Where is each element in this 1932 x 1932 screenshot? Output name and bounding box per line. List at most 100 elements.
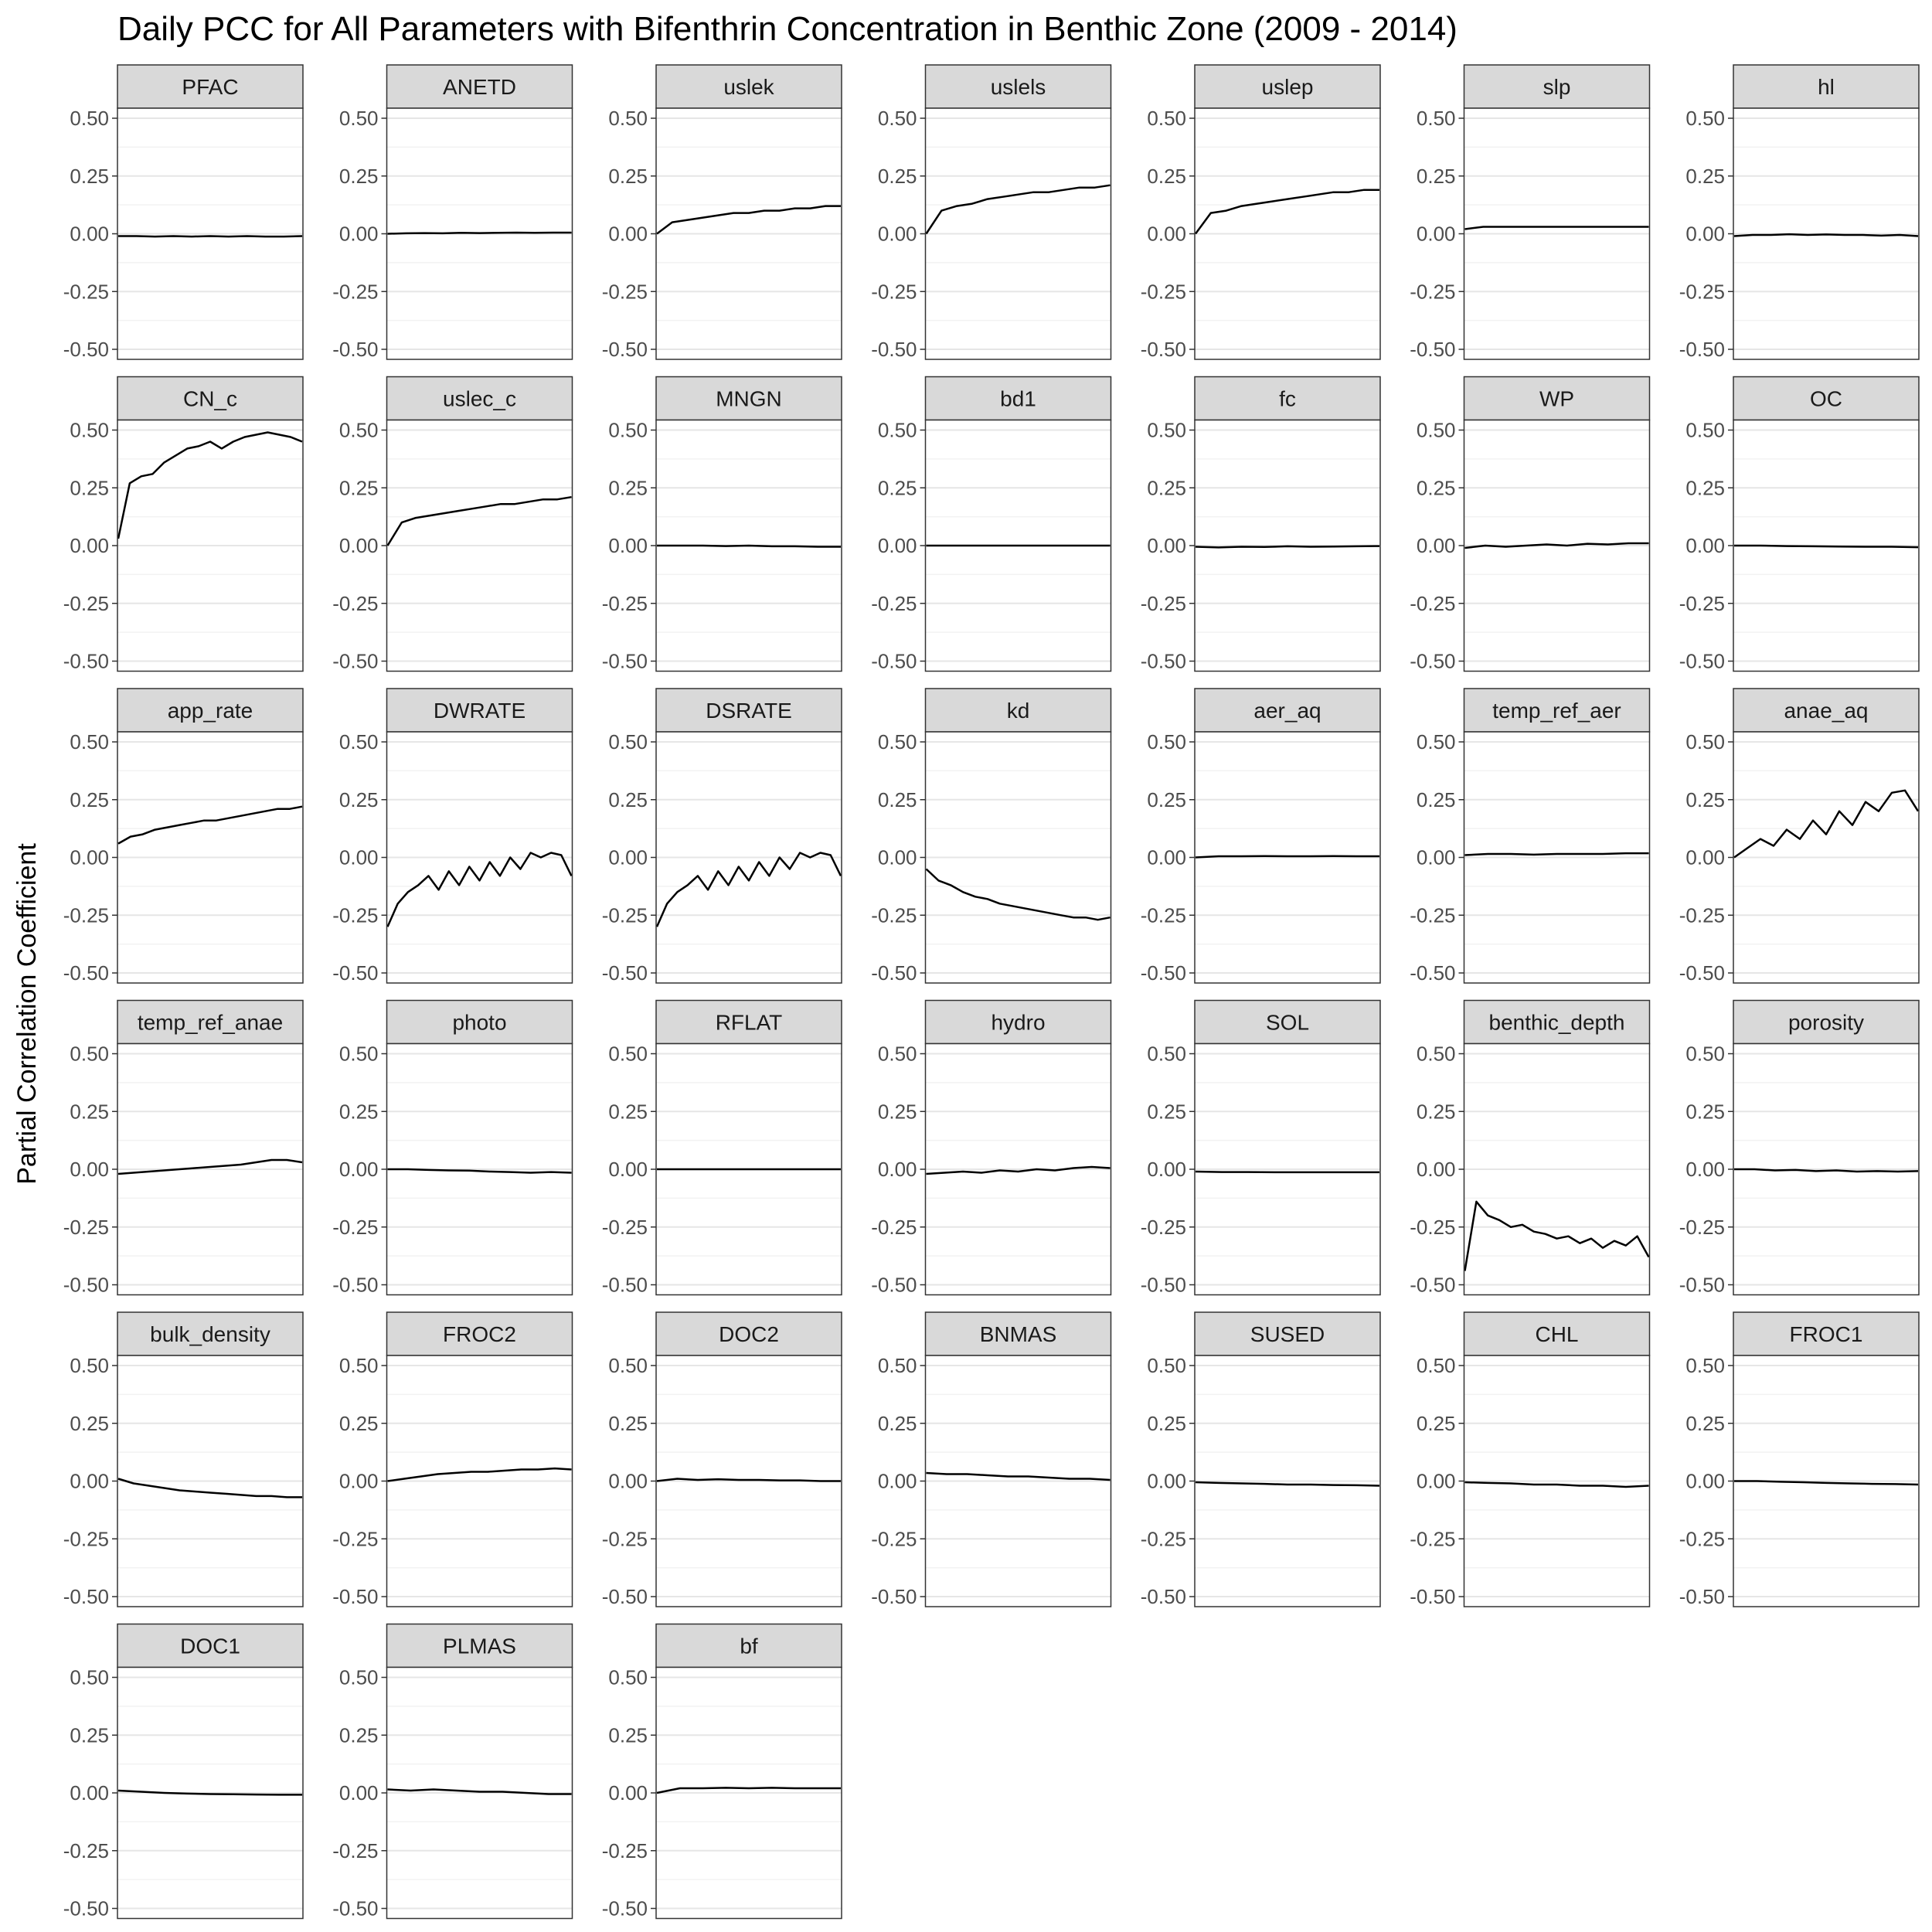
y-tick-label: 0.50: [70, 1354, 109, 1377]
y-tick-label: -0.25: [871, 592, 917, 615]
y-tick-label: 0.50: [1685, 730, 1725, 753]
y-tick-label: 0.50: [1685, 107, 1725, 130]
facet-panel: temp_ref_aer 0.50 0.25 0.00 -0.25 -0.50: [1410, 688, 1651, 985]
y-tick-label: -0.25: [1410, 903, 1455, 927]
facet-strip-label: CN_c: [183, 387, 237, 411]
y-tick-label: 0.00: [1685, 223, 1725, 246]
y-tick-label: -0.50: [1410, 338, 1455, 361]
panel-border: [1733, 1043, 1920, 1296]
panel-border: [1194, 1043, 1381, 1296]
facet-strip: [1733, 376, 1920, 421]
panel-border: [386, 1043, 573, 1296]
y-tick-label: -0.25: [63, 903, 109, 927]
series-line: [1464, 542, 1649, 549]
facet-panel: uslec_c 0.50 0.25 0.00 -0.25 -0.50: [332, 376, 573, 673]
y-tick-label: 0.00: [1417, 223, 1456, 246]
facet-strip-label: DOC1: [180, 1634, 240, 1658]
y-tick-label: 0.50: [608, 730, 648, 753]
y-tick-label: -0.25: [1410, 592, 1455, 615]
series-line: [387, 1168, 572, 1174]
facet-strip-label: DWRATE: [434, 699, 526, 723]
facet-strip: [386, 376, 573, 421]
facet-panel: temp_ref_anae 0.50 0.25 0.00 -0.25 -0.50: [63, 999, 304, 1297]
y-tick-label: 0.50: [70, 730, 109, 753]
facet-strip: [117, 1311, 304, 1356]
panel-border: [924, 419, 1112, 672]
panel-border: [655, 1666, 842, 1920]
y-tick-label: 0.25: [70, 476, 109, 499]
facet-strip: [655, 999, 842, 1045]
facet-strip-label: bd1: [1000, 387, 1036, 411]
facet-strip-label: FROC2: [443, 1322, 516, 1346]
y-tick-label: -0.25: [63, 1216, 109, 1239]
y-tick-label: 0.00: [1417, 1470, 1456, 1493]
facet-panel: DWRATE 0.50 0.25 0.00 -0.25 -0.50: [332, 688, 573, 985]
facet-strip: [1194, 376, 1381, 421]
facet-strip: [924, 376, 1112, 421]
series-line: [657, 544, 841, 548]
y-tick-label: -0.25: [332, 280, 378, 303]
facet-strip-label: porosity: [1788, 1011, 1864, 1035]
y-tick-label: -0.50: [332, 1274, 378, 1297]
y-tick-label: 0.50: [70, 1666, 109, 1689]
y-tick-label: -0.25: [332, 1527, 378, 1550]
facet-strip-label: PFAC: [182, 75, 238, 99]
y-tick-label: -0.50: [1141, 650, 1186, 673]
facet-strip-label: bf: [740, 1634, 758, 1658]
series-line: [1734, 544, 1919, 549]
y-tick-label: 0.50: [608, 1354, 648, 1377]
y-tick-label: 0.25: [878, 1100, 917, 1123]
y-tick-label: 0.00: [339, 1158, 379, 1181]
y-tick-label: -0.25: [1679, 1527, 1725, 1550]
facet-panel: MNGN 0.50 0.25 0.00 -0.25 -0.50: [602, 376, 842, 673]
panel-border: [386, 107, 573, 360]
y-tick-label: 0.00: [1147, 1158, 1186, 1181]
y-tick-label: 0.50: [70, 419, 109, 442]
facet-strip-label: benthic_depth: [1489, 1011, 1625, 1035]
facet-strip-label: SOL: [1266, 1011, 1309, 1035]
y-tick-label: -0.50: [63, 1585, 109, 1608]
y-tick-label: 0.50: [608, 419, 648, 442]
facet-panel: porosity 0.50 0.25 0.00 -0.25 -0.50: [1679, 999, 1920, 1297]
y-tick-label: -0.50: [602, 650, 648, 673]
facet-strip: [117, 688, 304, 733]
y-tick-label: -0.50: [1679, 1274, 1725, 1297]
y-tick-label: 0.00: [1147, 846, 1186, 869]
y-tick-label: 0.50: [878, 107, 917, 130]
facet-strip-label: uslels: [991, 75, 1046, 99]
y-tick-label: 0.00: [608, 1470, 648, 1493]
y-tick-label: 0.00: [608, 846, 648, 869]
series-line: [117, 1478, 302, 1498]
facet-panel: slp 0.50 0.25 0.00 -0.25 -0.50: [1410, 64, 1651, 361]
y-tick-label: -0.50: [1679, 1585, 1725, 1608]
series-line: [387, 1467, 572, 1482]
y-tick-label: 0.50: [1417, 1043, 1456, 1066]
facet-strip-label: photo: [452, 1011, 506, 1035]
y-tick-label: 0.25: [608, 788, 648, 811]
facet-strip: [1194, 64, 1381, 109]
y-tick-label: -0.25: [1679, 592, 1725, 615]
y-tick-label: 0.50: [878, 1354, 917, 1377]
y-tick-label: -0.25: [1679, 903, 1725, 927]
panel-border: [386, 419, 573, 672]
y-tick-label: 0.50: [339, 419, 379, 442]
panel-border: [1194, 419, 1381, 672]
facet-strip-label: DOC2: [719, 1322, 779, 1346]
y-tick-label: 0.25: [1147, 1100, 1186, 1123]
series-line: [926, 1165, 1111, 1175]
facet-strip: [655, 1311, 842, 1356]
facet-strip: [655, 1623, 842, 1668]
y-tick-label: 0.50: [878, 1043, 917, 1066]
y-tick-label: 0.25: [70, 1100, 109, 1123]
facet-strip: [1463, 376, 1651, 421]
facet-strip: [1194, 999, 1381, 1045]
facet-panel: uslek 0.50 0.25 0.00 -0.25 -0.50: [602, 64, 842, 361]
panel-border: [1194, 1355, 1381, 1607]
facet-panel: bd1 0.50 0.25 0.00 -0.25 -0.50: [871, 376, 1112, 673]
panel-border: [924, 107, 1112, 360]
facet-panel: DOC2 0.50 0.25 0.00 -0.25 -0.50: [602, 1311, 842, 1608]
series-line: [387, 1788, 572, 1795]
y-tick-label: -0.50: [1141, 1585, 1186, 1608]
y-tick-label: 0.50: [339, 1666, 379, 1689]
y-tick-label: -0.50: [332, 1585, 378, 1608]
